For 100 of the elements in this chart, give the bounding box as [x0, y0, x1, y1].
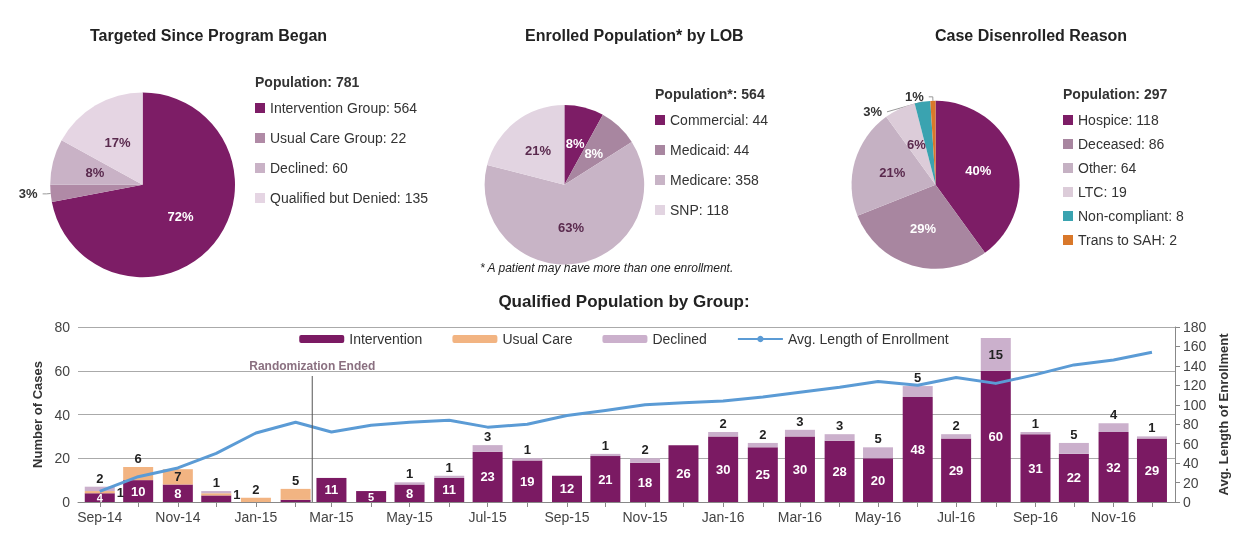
legend-label: LTC: 19 [1078, 184, 1127, 200]
legend-label: Non-compliant: 8 [1078, 208, 1185, 224]
y2-tick-label: 100 [1183, 396, 1207, 413]
data-label: 15 [988, 346, 1004, 362]
legend-label: Intervention [349, 331, 423, 347]
legend-title: Population*: 564 [655, 86, 765, 102]
data-label: 1 [212, 475, 220, 491]
bar [747, 447, 778, 502]
y-tick-label: 60 [54, 362, 71, 379]
data-label: 28 [832, 463, 847, 479]
legend-title: Population: 781 [255, 74, 360, 90]
bar [941, 434, 972, 439]
data-label: 4 [96, 491, 104, 504]
x-tick-label: Jan-16 [701, 509, 745, 525]
text: * A patient may have more than one enrollment. [480, 261, 734, 275]
x-tick-label: Sep-15 [544, 509, 590, 525]
y2-tick-label: 20 [1183, 474, 1199, 491]
legend-label: Qualified but Denied: 135 [270, 190, 429, 206]
bar [280, 499, 311, 502]
legend-label: Hospice: 118 [1078, 112, 1159, 128]
y2-tick-label: 0 [1183, 494, 1191, 510]
bar [512, 460, 543, 502]
data-label: 1 [1148, 420, 1156, 436]
bar [824, 434, 855, 441]
data-label: 2 [719, 416, 727, 431]
data-label: 10 [130, 483, 146, 499]
data-label: 2 [952, 418, 960, 434]
x-tick-label: Sep-14 [77, 509, 123, 525]
chart-title: Qualified Population by Group: [498, 292, 750, 311]
legend-label: Deceased: 86 [1078, 136, 1165, 152]
data-label: 1% [905, 89, 925, 105]
data-label: 1 [233, 486, 241, 502]
bar [708, 432, 739, 437]
x-tick-label: Sep-16 [1012, 509, 1059, 525]
ref-line-label: Randomization Ended [249, 359, 376, 373]
data-label: 3 [484, 429, 492, 445]
data-label: 30 [792, 461, 808, 477]
data-label: 22 [1066, 470, 1082, 486]
legend-label: Declined: 60 [270, 160, 349, 176]
data-label: 63% [558, 219, 585, 235]
data-label: 20 [870, 472, 886, 488]
bar [1136, 438, 1167, 502]
data-label: 21% [879, 164, 906, 180]
bar [784, 436, 815, 502]
data-label: 21% [525, 143, 552, 159]
data-label: 29 [948, 462, 964, 478]
bar [630, 462, 661, 502]
data-label: 3 [796, 413, 804, 429]
bar [630, 458, 661, 463]
data-label: 3 [836, 418, 844, 434]
bar [590, 453, 621, 457]
data-label: 6% [907, 136, 927, 152]
bar [512, 458, 543, 461]
data-label: 5 [291, 472, 300, 488]
data-label: 26 [676, 466, 691, 482]
y2-tick-label: 60 [1183, 435, 1199, 452]
data-label: 8% [85, 165, 105, 181]
x-tick-label: Nov-14 [155, 509, 201, 525]
data-label: 2 [96, 470, 104, 486]
bar [747, 442, 778, 448]
x-tick-label: Jul-16 [937, 509, 976, 525]
x-tick-label: Mar-16 [777, 509, 823, 525]
legend-label: SNP: 118 [670, 202, 730, 218]
bar [784, 429, 815, 437]
data-label: 23 [480, 469, 495, 485]
data-label: 19 [520, 473, 535, 489]
data-label: 30 [715, 461, 731, 477]
bar [1098, 423, 1129, 432]
x-tick-label: May-15 [386, 509, 434, 525]
x-tick-label: Jul-15 [468, 509, 507, 525]
bar [472, 445, 503, 452]
bar [590, 456, 621, 502]
y2-tick-label: 40 [1183, 455, 1199, 472]
data-label: 2 [641, 442, 649, 458]
data-label: 31 [1028, 460, 1043, 476]
y-tick-label: 40 [54, 406, 71, 423]
legend-label: Medicaid: 44 [670, 142, 750, 158]
legend-label: Declined [652, 331, 707, 347]
bar [1136, 436, 1167, 439]
bar [162, 469, 193, 485]
data-label: 6 [134, 451, 142, 466]
bar [824, 440, 855, 502]
bar [902, 386, 933, 397]
y2-tick-label: 120 [1183, 377, 1207, 394]
y2-tick-label: 140 [1183, 357, 1207, 374]
data-label: 21 [598, 471, 613, 487]
y2-axis-title: Avg. Length of Enrollment [1216, 332, 1232, 496]
bar [941, 438, 972, 502]
data-label: 7 [174, 469, 182, 485]
data-label: 60 [988, 428, 1004, 444]
data-label: 11 [442, 482, 457, 498]
legend-label: Usual Care [502, 331, 573, 347]
x-tick-label: Nov-15 [622, 509, 668, 525]
legend-title: Population: 297 [1063, 86, 1168, 102]
bar [1020, 434, 1051, 502]
bar [668, 445, 699, 502]
data-label: 3% [863, 104, 883, 120]
legend-label: Usual Care Group: 22 [270, 130, 407, 146]
y-axis-title: Number of Cases [29, 361, 45, 468]
data-label: 8 [405, 485, 414, 501]
